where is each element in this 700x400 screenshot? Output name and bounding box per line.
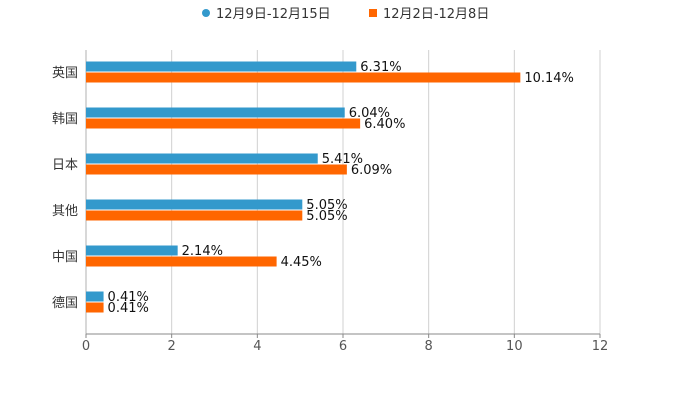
legend-label: 12月9日-12月15日 xyxy=(216,7,331,22)
data-label: 6.31% xyxy=(360,60,401,75)
legend-item[interactable]: 12月9日-12月15日 xyxy=(202,7,331,22)
grid xyxy=(171,50,601,334)
data-label: 0.41% xyxy=(108,301,149,316)
bar-series1[interactable] xyxy=(86,61,357,72)
x-tick-label: 4 xyxy=(253,339,261,354)
category-label: 其他 xyxy=(52,204,78,219)
x-tick-label: 12 xyxy=(592,339,609,354)
category-label: 中国 xyxy=(52,250,78,265)
data-label: 10.14% xyxy=(524,71,574,86)
bar-series1[interactable] xyxy=(86,199,303,210)
category-label: 德国 xyxy=(52,296,78,311)
data-label: 2.14% xyxy=(182,244,223,259)
data-label: 5.05% xyxy=(306,209,347,224)
bar-series2[interactable] xyxy=(86,72,521,83)
legend-item[interactable]: 12月2日-12月8日 xyxy=(369,7,489,22)
category-label: 日本 xyxy=(52,158,78,173)
bar-series2[interactable] xyxy=(86,302,104,313)
bar-series2[interactable] xyxy=(86,210,303,221)
legend[interactable]: 12月9日-12月15日 12月2日-12月8日 xyxy=(202,7,489,22)
bar-series2[interactable] xyxy=(86,256,277,267)
bars xyxy=(86,61,521,313)
bar-series2[interactable] xyxy=(86,164,347,175)
bar-series1[interactable] xyxy=(86,291,104,302)
data-label: 5.41% xyxy=(322,152,363,167)
bar-series2[interactable] xyxy=(86,118,361,129)
data-label: 6.09% xyxy=(351,163,392,178)
legend-label: 12月2日-12月8日 xyxy=(383,7,489,22)
bar-series1[interactable] xyxy=(86,245,178,256)
data-label: 6.04% xyxy=(349,106,390,121)
category-label: 韩国 xyxy=(52,112,78,127)
data-label: 0.41% xyxy=(108,290,149,305)
data-labels: 6.31% 10.14% 6.04%6.40% 5.41%6.09% 5.05%5.05… xyxy=(108,60,574,316)
x-tick-label: 10 xyxy=(506,339,523,354)
legend-marker xyxy=(369,9,377,17)
x-tick-label: 6 xyxy=(339,339,347,354)
x-tick-label: 0 xyxy=(82,339,90,354)
bar-series1[interactable] xyxy=(86,153,318,164)
data-label: 4.45% xyxy=(281,255,322,270)
category-label: 英国 xyxy=(52,66,78,81)
x-tick-label: 2 xyxy=(168,339,176,354)
bar-series1[interactable] xyxy=(86,107,345,118)
legend-marker xyxy=(202,9,210,17)
x-axis: 0 2 4 6 8 10 12 xyxy=(82,50,608,354)
data-label: 5.05% xyxy=(306,198,347,213)
x-tick-label: 8 xyxy=(425,339,433,354)
data-label: 6.40% xyxy=(364,117,405,132)
